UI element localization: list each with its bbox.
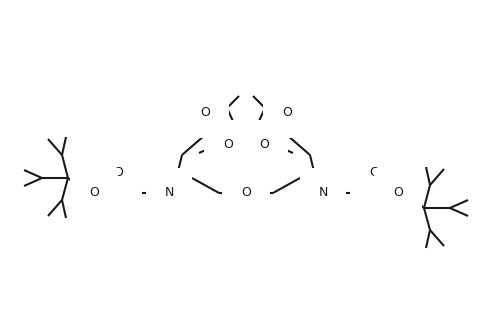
Text: N: N bbox=[164, 186, 174, 200]
Text: O: O bbox=[113, 167, 123, 180]
Text: O: O bbox=[259, 139, 269, 152]
Text: O: O bbox=[369, 167, 379, 180]
Text: O: O bbox=[241, 186, 251, 200]
Text: O: O bbox=[223, 139, 233, 152]
Text: O: O bbox=[393, 186, 403, 200]
Text: N: N bbox=[318, 186, 328, 200]
Text: O: O bbox=[282, 107, 292, 120]
Text: O: O bbox=[200, 107, 210, 120]
Text: O: O bbox=[89, 186, 99, 200]
